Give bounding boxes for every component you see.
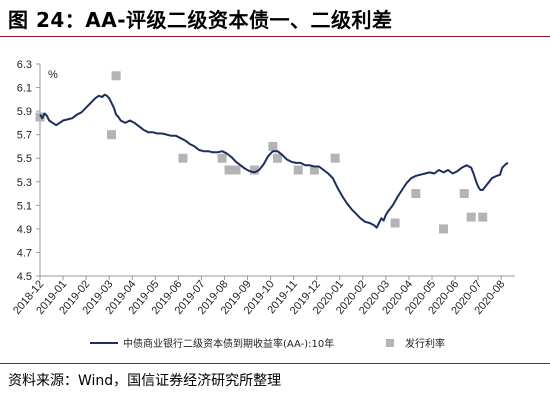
issue-rate-point [224,165,234,175]
issue-rate-point [106,130,116,140]
source-rule [0,363,550,364]
issue-rate-point [478,212,488,222]
y-tick-label: 6.3 [17,59,32,71]
y-unit-label: % [48,69,58,81]
y-tick-label: 5.9 [17,106,32,118]
legend-label-yield: 中债商业银行二级资本债到期收益率(AA-):10年 [123,337,334,350]
issue-rate-point [293,165,303,175]
y-tick-label: 6.1 [17,83,32,95]
issue-rate-point [249,165,259,175]
issue-rate-point [273,153,282,163]
figure-title: 图 24：AA-评级二级资本债一、二级利差 [8,8,393,32]
y-tick-label: 5.3 [17,177,32,189]
issue-rate-point [268,141,278,151]
issue-rate-point [466,212,476,222]
y-tick-label: 5.5 [17,153,32,165]
issue-rate-point [35,112,45,122]
y-tick-label: 4.5 [17,271,32,283]
title-rule [0,36,550,37]
issue-rate-point [330,153,340,163]
y-tick-label: 5.1 [17,200,32,212]
issue-rate-point [178,153,188,163]
issue-rate-point [411,189,421,199]
yield-line [39,93,509,229]
issue-rate-point [439,224,449,234]
issue-rate-point [217,153,227,163]
legend-label-issue-rate: 发行利率 [405,337,445,350]
y-tick-label: 5.7 [17,130,32,142]
issue-rate-point [309,165,319,175]
issue-rate-point [231,165,241,175]
y-tick-label: 4.9 [17,224,32,236]
figure-source: 资料来源：Wind，国信证券经济研究所整理 [8,373,282,389]
issue-rate-point [390,218,400,228]
y-tick-label: 4.7 [17,247,32,259]
issue-rate-point [459,189,469,199]
legend-square-swatch [386,339,394,347]
chart: 6.36.15.95.75.55.35.14.94.74.5%2018-1220… [11,59,515,350]
issue-rate-point [111,71,121,81]
